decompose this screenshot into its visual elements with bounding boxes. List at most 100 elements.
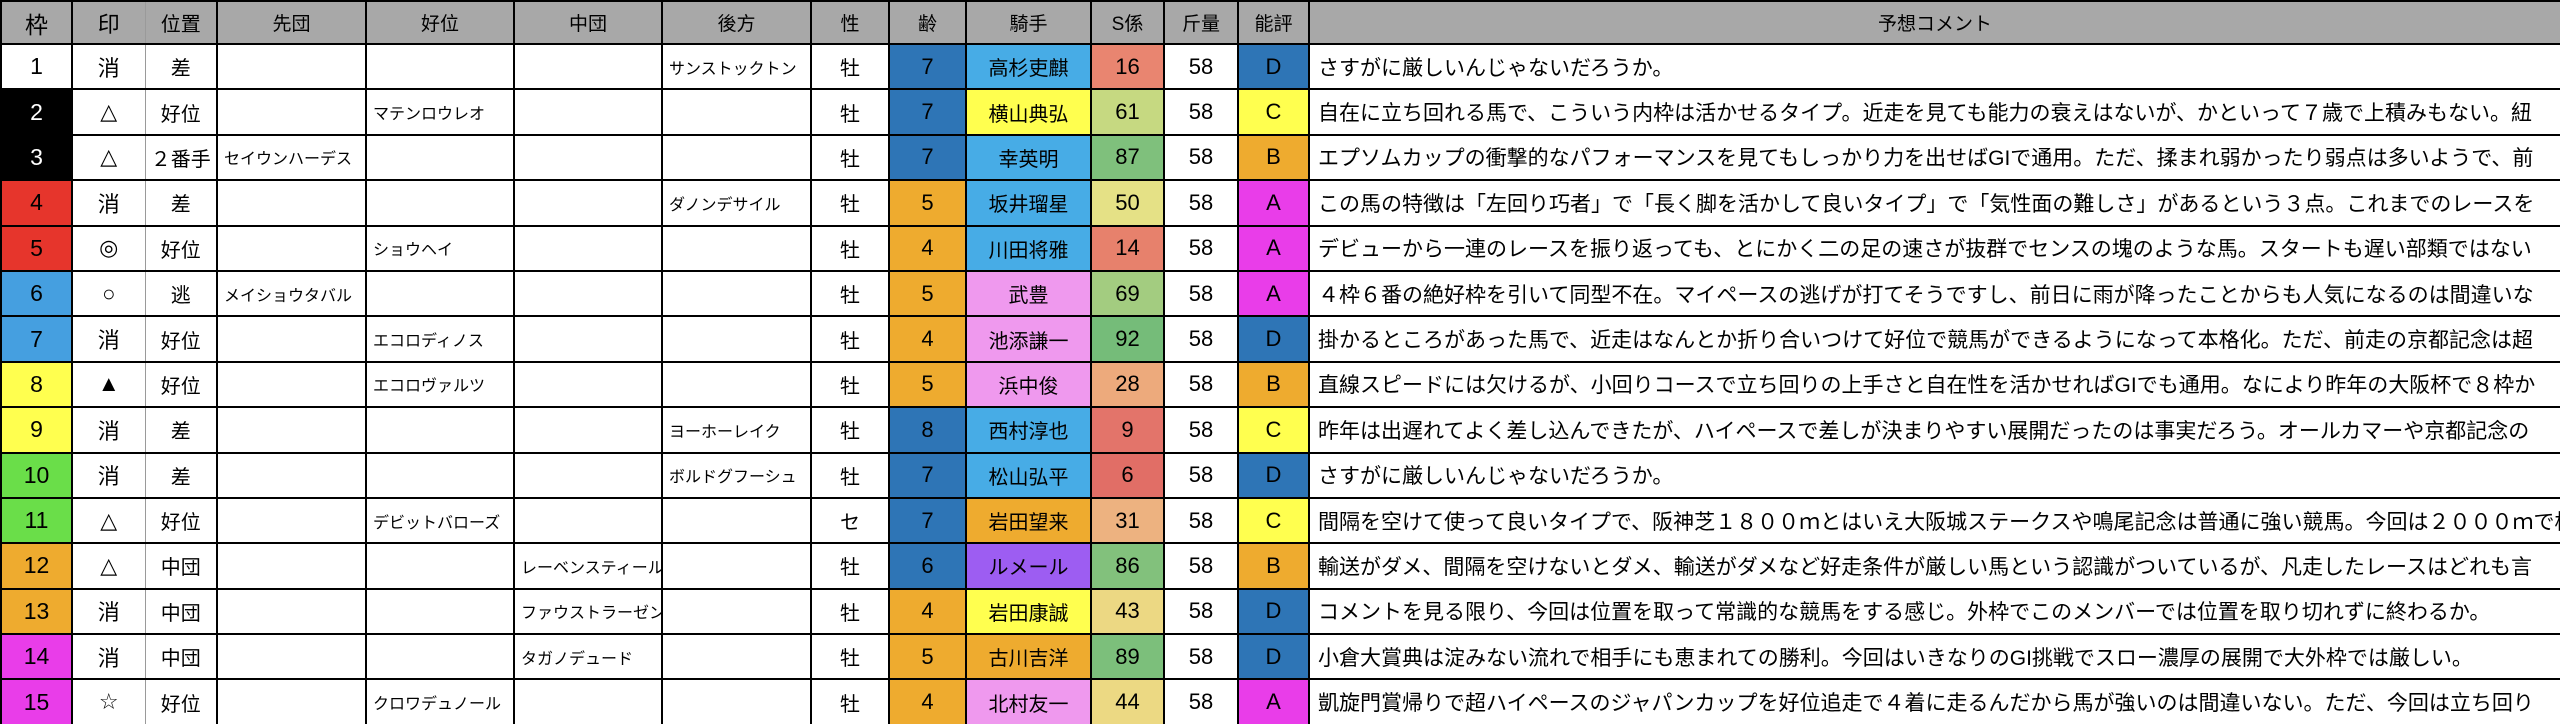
cell-mid-group-horse[interactable] [513, 496, 663, 545]
cell-age[interactable]: 4 [888, 587, 967, 636]
col-header-comment[interactable]: 予想コメント [1308, 0, 2560, 45]
cell-frame-number[interactable]: 3 [0, 133, 73, 182]
cell-sex[interactable]: 牡 [810, 406, 890, 454]
cell-good-position-horse[interactable]: ショウヘイ [365, 224, 515, 272]
cell-weight[interactable]: 58 [1163, 179, 1239, 227]
cell-good-position-horse[interactable] [365, 133, 515, 182]
cell-ability-rating[interactable]: D [1237, 315, 1310, 363]
cell-age[interactable]: 4 [888, 678, 967, 724]
cell-rear-horse[interactable] [661, 133, 812, 182]
cell-front-group-horse[interactable] [216, 88, 367, 136]
cell-comment[interactable]: この馬の特徴は「左回り巧者」で「長く脚を活かして良いタイプ」で「気性面の難しさ」… [1308, 179, 2560, 227]
cell-jockey[interactable]: 北村友一 [965, 678, 1092, 724]
cell-mark[interactable]: 消 [71, 406, 146, 454]
cell-mark[interactable]: 消 [71, 587, 146, 636]
cell-jockey[interactable]: 古川吉洋 [965, 633, 1092, 681]
col-header-age[interactable]: 齢 [888, 0, 967, 45]
cell-jockey[interactable]: 幸英明 [965, 133, 1092, 182]
cell-rear-horse[interactable] [661, 633, 812, 681]
cell-good-position-horse[interactable] [365, 42, 515, 91]
cell-s-coefficient[interactable]: 44 [1090, 678, 1165, 724]
cell-jockey[interactable]: 横山典弘 [965, 88, 1092, 136]
cell-rear-horse[interactable]: ボルドグフーシュ [661, 451, 812, 499]
cell-weight[interactable]: 58 [1163, 678, 1239, 724]
cell-mid-group-horse[interactable] [513, 360, 663, 409]
cell-s-coefficient[interactable]: 31 [1090, 496, 1165, 545]
cell-mark[interactable]: △ [71, 542, 146, 590]
cell-frame-number[interactable]: 7 [0, 315, 73, 363]
cell-good-position-horse[interactable]: エコロヴァルツ [365, 360, 515, 409]
col-header-ability-rating[interactable]: 能評 [1237, 0, 1310, 45]
cell-frame-number[interactable]: 6 [0, 269, 73, 318]
col-header-s-coefficient[interactable]: S係 [1090, 0, 1165, 45]
cell-ability-rating[interactable]: D [1237, 42, 1310, 91]
cell-good-position-horse[interactable]: クロワデュノール [365, 678, 515, 724]
cell-frame-number[interactable]: 11 [0, 496, 73, 545]
cell-good-position-horse[interactable] [365, 269, 515, 318]
cell-front-group-horse[interactable] [216, 496, 367, 545]
cell-rear-horse[interactable] [661, 542, 812, 590]
cell-sex[interactable]: 牡 [810, 269, 890, 318]
cell-age[interactable]: 7 [888, 496, 967, 545]
cell-mark[interactable]: 消 [71, 179, 146, 227]
cell-mid-group-horse[interactable] [513, 406, 663, 454]
cell-front-group-horse[interactable] [216, 42, 367, 91]
cell-age[interactable]: 5 [888, 360, 967, 409]
cell-age[interactable]: 7 [888, 88, 967, 136]
cell-mark[interactable]: ☆ [71, 678, 146, 724]
cell-comment[interactable]: デビューから一連のレースを振り返っても、とにかく二の足の速さが抜群でセンスの塊の… [1308, 224, 2560, 272]
col-header-sex[interactable]: 性 [810, 0, 890, 45]
cell-ability-rating[interactable]: B [1237, 360, 1310, 409]
cell-mark[interactable]: △ [71, 88, 146, 136]
cell-jockey[interactable]: 川田将雅 [965, 224, 1092, 272]
cell-s-coefficient[interactable]: 89 [1090, 633, 1165, 681]
cell-mid-group-horse[interactable] [513, 224, 663, 272]
cell-comment[interactable]: 小倉大賞典は淀みない流れで相手にも恵まれての勝利。今回はいきなりのGI挑戦でスロ… [1308, 633, 2560, 681]
cell-mid-group-horse[interactable] [513, 88, 663, 136]
cell-weight[interactable]: 58 [1163, 360, 1239, 409]
cell-front-group-horse[interactable]: メイショウタバル [216, 269, 367, 318]
cell-frame-number[interactable]: 8 [0, 360, 73, 409]
cell-jockey[interactable]: 武豊 [965, 269, 1092, 318]
cell-ability-rating[interactable]: B [1237, 542, 1310, 590]
cell-mark[interactable]: 消 [71, 315, 146, 363]
cell-rear-horse[interactable]: サンストックトン [661, 42, 812, 91]
cell-comment[interactable]: 昨年は出遅れてよく差し込んできたが、ハイペースで差しが決まりやすい展開だったのは… [1308, 406, 2560, 454]
cell-position[interactable]: 差 [144, 179, 218, 227]
cell-position[interactable]: 中団 [144, 587, 218, 636]
cell-mid-group-horse[interactable] [513, 678, 663, 724]
cell-position[interactable]: 好位 [144, 224, 218, 272]
cell-mark[interactable]: 消 [71, 451, 146, 499]
cell-sex[interactable]: セ [810, 496, 890, 545]
cell-jockey[interactable]: 岩田望来 [965, 496, 1092, 545]
cell-jockey[interactable]: 坂井瑠星 [965, 179, 1092, 227]
cell-mark[interactable]: 消 [71, 42, 146, 91]
cell-front-group-horse[interactable] [216, 315, 367, 363]
cell-weight[interactable]: 58 [1163, 269, 1239, 318]
cell-age[interactable]: 7 [888, 42, 967, 91]
cell-sex[interactable]: 牡 [810, 451, 890, 499]
cell-rear-horse[interactable]: ヨーホーレイク [661, 406, 812, 454]
cell-frame-number[interactable]: 12 [0, 542, 73, 590]
cell-front-group-horse[interactable] [216, 633, 367, 681]
cell-jockey[interactable]: 岩田康誠 [965, 587, 1092, 636]
cell-front-group-horse[interactable] [216, 224, 367, 272]
cell-age[interactable]: 6 [888, 542, 967, 590]
cell-position[interactable]: 好位 [144, 496, 218, 545]
cell-comment[interactable]: コメントを見る限り、今回は位置を取って常識的な競馬をする感じ。外枠でこのメンバー… [1308, 587, 2560, 636]
cell-mid-group-horse[interactable] [513, 269, 663, 318]
cell-front-group-horse[interactable] [216, 678, 367, 724]
cell-position[interactable]: 差 [144, 406, 218, 454]
cell-front-group-horse[interactable] [216, 179, 367, 227]
cell-s-coefficient[interactable]: 92 [1090, 315, 1165, 363]
cell-frame-number[interactable]: 2 [0, 88, 73, 136]
cell-mid-group-horse[interactable] [513, 451, 663, 499]
cell-s-coefficient[interactable]: 6 [1090, 451, 1165, 499]
cell-sex[interactable]: 牡 [810, 42, 890, 91]
cell-mid-group-horse[interactable] [513, 315, 663, 363]
cell-weight[interactable]: 58 [1163, 42, 1239, 91]
cell-comment[interactable]: 直線スピードには欠けるが、小回りコースで立ち回りの上手さと自在性を活かせればGI… [1308, 360, 2560, 409]
cell-mark[interactable]: ◎ [71, 224, 146, 272]
cell-comment[interactable]: 凱旋門賞帰りで超ハイペースのジャパンカップを好位追走で４着に走るんだから馬が強い… [1308, 678, 2560, 724]
cell-ability-rating[interactable]: C [1237, 406, 1310, 454]
